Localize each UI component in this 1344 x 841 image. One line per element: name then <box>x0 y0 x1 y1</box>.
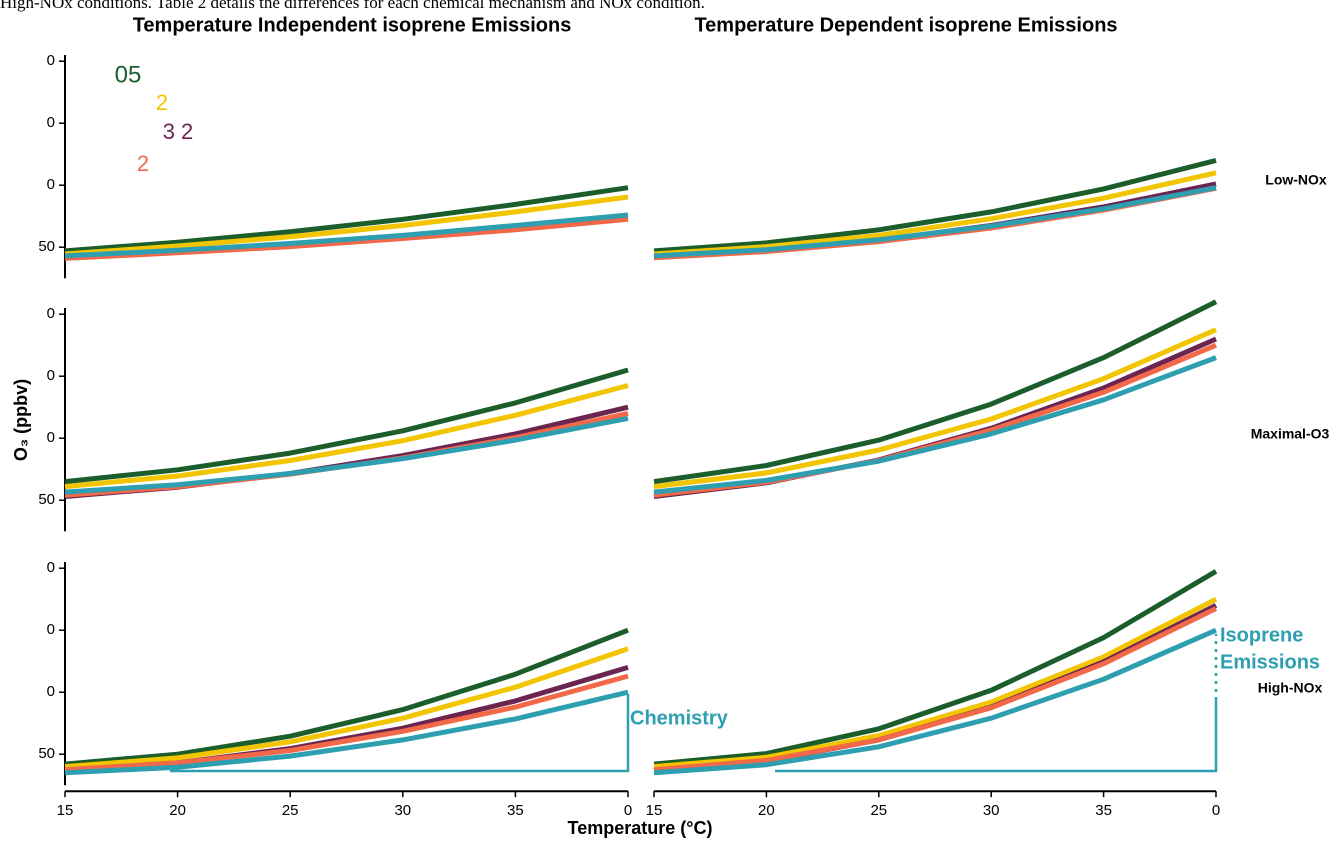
y-axis-label: O₃ (ppbv) <box>11 379 31 461</box>
series-line <box>64 185 629 254</box>
y-tick-label: 0 <box>47 429 55 446</box>
legend-label: 2 <box>156 90 168 115</box>
series-line <box>653 603 1218 773</box>
y-tick-label: 0 <box>47 367 55 384</box>
x-tick-label: 25 <box>282 802 299 819</box>
caption: High-NOx conditions. Table 2 details the… <box>0 0 705 12</box>
x-tick-label: 0 <box>1212 802 1220 819</box>
row-label: Maximal-O3 <box>1251 426 1330 442</box>
column-title: Temperature Independent isoprene Emissio… <box>133 14 572 36</box>
series-line <box>64 415 629 495</box>
x-tick-label: 15 <box>646 802 663 819</box>
series-line <box>64 194 629 257</box>
series-line <box>653 336 1217 499</box>
y-tick-label: 0 <box>47 176 55 193</box>
series-line <box>64 646 629 770</box>
x-axis-label: Temperature (°C) <box>568 818 713 838</box>
x-tick-label: 35 <box>507 802 524 819</box>
row-label: High-NOx <box>1258 680 1323 696</box>
series-line <box>653 627 1217 776</box>
x-tick-label: 25 <box>870 802 887 819</box>
series-line <box>653 170 1217 257</box>
series-line <box>653 327 1217 490</box>
y-tick-label: 0 <box>47 621 55 638</box>
y-tick-label: 0 <box>47 52 55 69</box>
series-line <box>653 185 1217 259</box>
bracket <box>775 700 1218 773</box>
annotation: Isoprene <box>1220 624 1303 646</box>
row-label: Low-NOx <box>1265 172 1327 188</box>
y-tick-label: 0 <box>47 683 55 700</box>
legend-label: 05 <box>115 61 142 88</box>
series-line <box>64 212 629 259</box>
series-line <box>64 627 629 767</box>
y-tick-label: 50 <box>38 238 55 255</box>
annotation: Emissions <box>1220 651 1320 673</box>
annotation: Chemistry <box>630 707 729 729</box>
x-tick-label: 30 <box>983 802 1000 819</box>
series-line <box>653 157 1217 254</box>
x-tick-label: 15 <box>57 802 74 819</box>
column-title: Temperature Dependent isoprene Emissions <box>694 14 1117 36</box>
series-line <box>64 383 629 490</box>
y-tick-label: 50 <box>38 491 55 508</box>
series-line <box>653 596 1218 770</box>
x-tick-label: 20 <box>758 802 775 819</box>
x-tick-label: 30 <box>394 802 411 819</box>
series-line <box>64 673 629 773</box>
series-line <box>653 606 1218 773</box>
y-tick-label: 0 <box>47 559 55 576</box>
series-line <box>653 299 1218 485</box>
bracket <box>170 694 630 773</box>
x-tick-label: 0 <box>624 802 632 819</box>
series-line <box>64 367 629 485</box>
y-tick-label: 0 <box>47 114 55 131</box>
series-line <box>653 569 1218 767</box>
x-tick-label: 20 <box>169 802 186 819</box>
series-line <box>64 689 629 776</box>
y-tick-label: 50 <box>38 745 55 762</box>
y-tick-label: 0 <box>47 305 55 322</box>
legend-label: 3 2 <box>163 119 194 144</box>
series-line <box>653 355 1217 495</box>
x-tick-label: 35 <box>1095 802 1112 819</box>
legend-label: 2 <box>137 151 149 176</box>
